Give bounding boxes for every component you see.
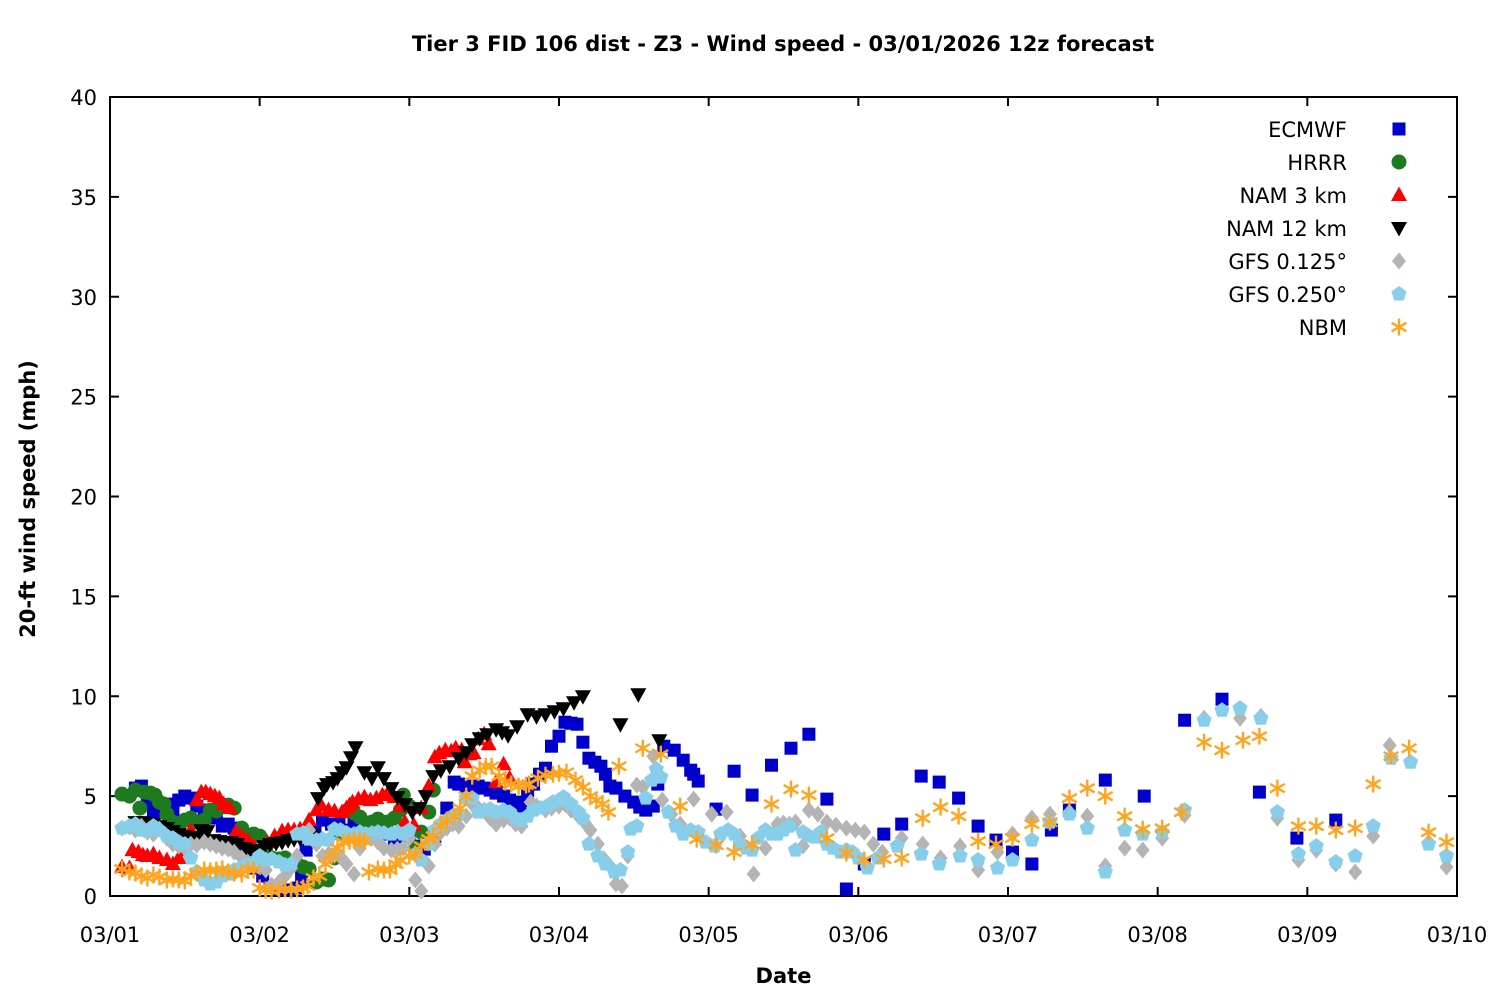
x-tick-label: 03/06 [828,923,889,947]
x-tick-label: 03/09 [1277,923,1338,947]
x-tick-label: 03/04 [529,923,590,947]
x-axis-ticks [109,97,1458,896]
chart-title: Tier 3 FID 106 dist - Z3 - Wind speed - … [411,32,1155,56]
legend: ECMWF HRRR NAM 3 km NAM 12 km GFS 0.125° GFS … [1226,118,1407,340]
legend-marker-asterisk-icon [1391,318,1407,336]
y-axis-ticks [110,96,1457,897]
x-axis-label: Date [755,964,812,988]
x-tick-label: 03/03 [379,923,440,947]
x-axis-tick-labels: 03/01 03/02 03/03 03/04 03/05 03/06 03/07 03/08… [80,923,1488,947]
x-tick-label: 03/01 [80,923,141,947]
legend-entry: GFS 0.125° [1228,250,1406,274]
legend-marker-triangle-up-icon [1391,186,1407,201]
legend-entry: ECMWF [1268,118,1406,142]
legend-label: NBM [1299,316,1347,340]
legend-label: HRRR [1287,151,1347,175]
y-axis-label: 20-ft wind speed (mph) [16,360,40,638]
series-nbm [114,727,1455,900]
legend-entry: HRRR [1287,151,1407,175]
y-tick-label: 40 [70,86,97,110]
legend-marker-triangle-down-icon [1391,222,1407,237]
y-tick-label: 35 [70,186,97,210]
legend-entry: NBM [1299,316,1407,340]
legend-entry: NAM 3 km [1239,184,1407,208]
y-tick-label: 0 [84,885,97,909]
x-tick-label: 03/07 [978,923,1039,947]
legend-marker-pentagon-icon [1391,286,1407,301]
y-axis-tick-labels: 0 5 10 15 20 25 30 35 40 [70,86,97,909]
legend-marker-diamond-icon [1392,252,1406,270]
legend-marker-circle-icon [1391,154,1407,170]
legend-label: NAM 12 km [1226,217,1347,241]
legend-entry: GFS 0.250° [1228,283,1407,307]
x-tick-label: 03/08 [1127,923,1188,947]
x-tick-label: 03/05 [678,923,739,947]
y-tick-label: 25 [70,386,97,410]
y-tick-label: 20 [70,486,97,510]
legend-label: ECMWF [1268,118,1347,142]
legend-label: GFS 0.250° [1228,283,1347,307]
legend-marker-square-icon [1392,122,1406,136]
y-tick-label: 5 [84,785,97,809]
y-tick-label: 10 [70,685,97,709]
y-tick-label: 15 [70,585,97,609]
legend-label: GFS 0.125° [1228,250,1347,274]
y-tick-label: 30 [70,286,97,310]
legend-label: NAM 3 km [1239,184,1347,208]
x-tick-label: 03/10 [1427,923,1488,947]
x-tick-label: 03/02 [229,923,290,947]
legend-entry: NAM 12 km [1226,217,1407,241]
